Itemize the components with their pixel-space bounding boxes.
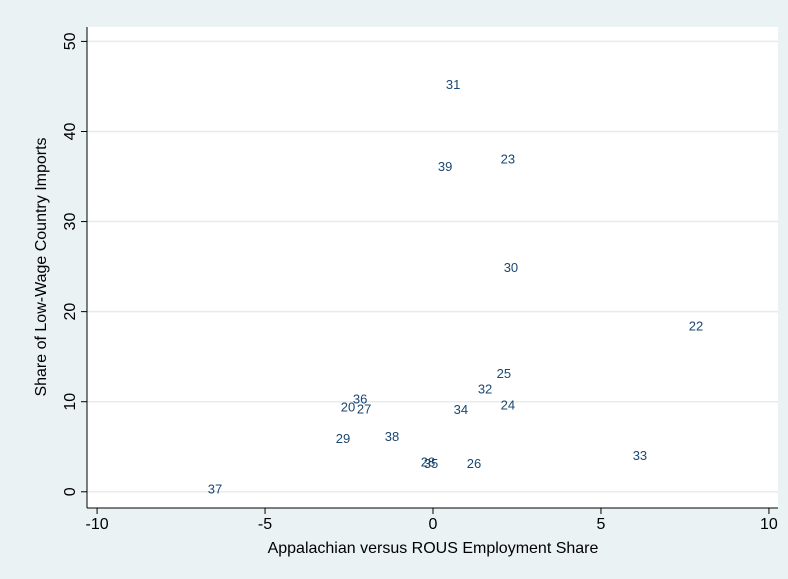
point-label: 35	[424, 456, 438, 471]
y-tick-label: 10	[62, 393, 79, 411]
point-label: 37	[208, 481, 222, 496]
point-label: 36	[353, 391, 367, 406]
x-axis-title: Appalachian versus ROUS Employment Share	[268, 540, 599, 557]
point-label: 25	[497, 366, 511, 381]
y-tick-label: 50	[62, 32, 79, 50]
point-label: 29	[336, 431, 350, 446]
x-tick-label: -5	[258, 516, 272, 533]
point-label: 24	[501, 398, 515, 413]
x-tick-label: 10	[760, 516, 778, 533]
y-axis-title: Share of Low-Wage Country Imports	[33, 137, 50, 396]
x-tick-label: 0	[429, 516, 438, 533]
point-label: 26	[467, 456, 481, 471]
point-label: 33	[633, 448, 647, 463]
point-label: 34	[454, 402, 468, 417]
point-label: 30	[504, 260, 518, 275]
y-tick-label: 40	[62, 122, 79, 140]
point-label: 39	[438, 159, 452, 174]
y-tick-label: 20	[62, 303, 79, 321]
point-label: 38	[385, 429, 399, 444]
plot-area	[87, 27, 778, 508]
point-label: 20	[341, 399, 355, 414]
point-label: 22	[689, 318, 703, 333]
point-label: 28	[421, 454, 435, 469]
y-tick-label: 30	[62, 213, 79, 231]
point-label: 32	[478, 381, 492, 396]
x-tick-label: -10	[86, 516, 109, 533]
point-label: 27	[357, 401, 371, 416]
point-label: 31	[446, 77, 460, 92]
x-tick-label: 5	[597, 516, 606, 533]
y-tick-label: 0	[62, 487, 79, 496]
point-label: 23	[501, 152, 515, 167]
